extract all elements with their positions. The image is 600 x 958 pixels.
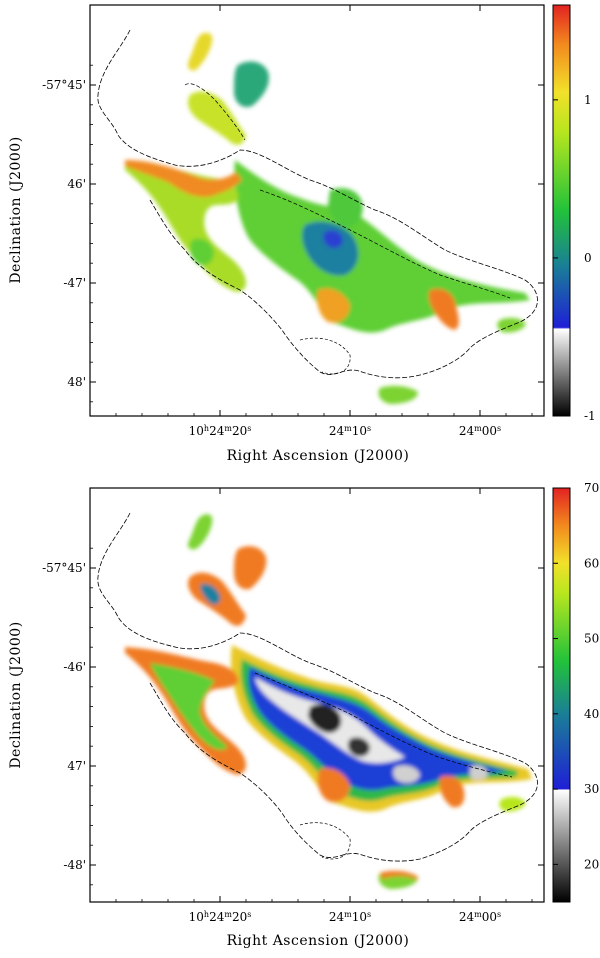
bottom-region-core-dark [308,704,342,733]
top-x-tick-label: 24m10s [329,424,371,439]
bottom-x-tick-label: 10h24m20s [189,910,252,925]
bottom-contour-loop [299,822,351,860]
top-y-axis-title: Declination (J2000) [8,136,24,283]
top-colorbar-tick-label: 0 [584,251,592,265]
top-region-west-edge [125,160,242,197]
bottom-map-svg: 10h24m20s 24m10s 24m00s -57°45' -46' 47' -48'… [8,481,600,949]
top-contour-loop [299,337,351,375]
top-region-west-blob [190,238,214,266]
top-region-east-orange [428,288,459,330]
bottom-colorbar [552,487,571,903]
bottom-region-west-green [150,663,228,750]
top-region-south-orange [316,288,350,323]
bottom-region-north-blob [234,546,267,590]
top-region-east-lobe [328,188,363,228]
bottom-region-ridge-blue [248,667,508,791]
bottom-region-north-tip [188,514,213,550]
top-map-svg: 10h24m20s 24m10s 24m00s -57°45'46'-47'48' … [8,4,596,464]
top-x-tick-label: 24m00s [459,424,501,439]
bottom-region-north-knot-core [200,583,221,605]
top-region-south-clump [378,385,418,404]
bottom-region-east-white [393,765,420,783]
bottom-colorbar-tick-label: 600 [584,556,600,570]
top-colorbar [552,4,571,417]
bottom-x-ticks: 10h24m20s 24m10s 24m00s [115,488,533,925]
bottom-y-tick-label: 47' [67,759,86,773]
bottom-colorbar-ticks: 700 600 500 400 300 200 [553,481,600,871]
top-y-tick-label: 48' [67,375,86,389]
bottom-region-south-orange [317,767,350,803]
bottom-region-east-white-2 [470,765,488,780]
top-y-ticks: -57°45' 46' -47' 48' [42,64,544,403]
top-y-tick-label: 46' [67,177,86,191]
top-colorbar-tick-label: -1 [584,409,596,423]
bottom-region-east-orange [439,775,465,808]
bottom-colorbar-tick-label: 300 [584,782,600,796]
bottom-y-tick-label: -48' [63,858,86,872]
top-y-tick-label: -57°45' [42,78,86,92]
top-plot-frame [89,4,545,417]
bottom-y-tick-label: -57°45' [42,561,86,575]
column-density-map-panel: 10h24m20s 24m10s 24m00s -57°45' -46' 47' -48'… [0,477,600,954]
top-x-axis-title: Right Ascension (J2000) [227,448,410,464]
bottom-plot-frame [89,487,545,903]
bottom-contour-outer [97,512,538,862]
top-contour-north [184,83,246,141]
top-colorbar-ticks: 1 0 -1 [553,93,596,423]
top-region-core-peak [323,230,343,248]
bottom-region-core-dark-2 [347,737,370,757]
top-contour-outer [97,29,538,379]
bottom-colorbar-tick-label: 400 [584,707,600,721]
bottom-region-east-tip [499,796,526,812]
top-region-core [302,221,359,276]
bottom-colorbar-tick-label: 200 [584,857,600,871]
bottom-x-axis-title: Right Ascension (J2000) [227,933,410,949]
top-region-north-tip [188,32,213,71]
bottom-colorbar-tick-label: 500 [584,632,600,646]
bottom-y-ticks: -57°45' -46' 47' -48' [42,547,544,886]
top-y-tick-label: -47' [63,276,86,290]
bottom-x-tick-label: 24m10s [329,910,371,925]
top-x-ticks: 10h24m20s 24m10s 24m00s [115,5,533,439]
top-region-north-blob [234,61,269,108]
bottom-region-south-edge [380,870,418,880]
bottom-colorbar-tick-label: 700 [584,481,600,495]
top-contour-inner [259,189,511,299]
bottom-y-axis-title: Declination (J2000) [8,621,24,768]
top-region-north-knot [188,91,246,145]
top-x-tick-label: 10h24m20s [189,424,252,439]
bottom-map-image [97,512,538,889]
bottom-y-tick-label: -46' [63,660,86,674]
top-colorbar-tick-label: 1 [584,93,592,107]
bottom-x-tick-label: 24m00s [459,910,501,925]
temperature-map-panel: 10h24m20s 24m10s 24m00s -57°45' 46' -47' 48' … [0,0,600,477]
top-map-image [97,29,538,404]
